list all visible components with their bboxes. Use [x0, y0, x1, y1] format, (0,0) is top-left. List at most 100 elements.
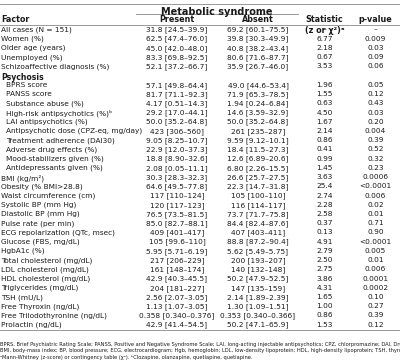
Text: 0.03: 0.03: [367, 45, 384, 51]
Text: 2.56 [2.07–3.05]: 2.56 [2.07–3.05]: [146, 294, 208, 301]
Text: 0.006: 0.006: [365, 266, 386, 272]
Text: 2.14: 2.14: [316, 128, 333, 134]
Text: 1.13 [1.07–3.05]: 1.13 [1.07–3.05]: [146, 303, 208, 310]
Text: Antidepressants given (%): Antidepressants given (%): [6, 165, 102, 171]
Text: Psychosis: Psychosis: [1, 73, 44, 82]
Text: 0.03: 0.03: [367, 110, 384, 115]
Text: <0.0001: <0.0001: [360, 183, 392, 189]
Text: 1.67: 1.67: [316, 119, 333, 125]
Text: Systolic BP (mm Hg): Systolic BP (mm Hg): [1, 202, 76, 208]
Text: 0.01: 0.01: [367, 211, 384, 217]
Text: Treatment adherence (DAI30): Treatment adherence (DAI30): [6, 137, 114, 144]
Text: 2.14 [1.89–2.39]: 2.14 [1.89–2.39]: [227, 294, 289, 301]
Text: 2.79: 2.79: [316, 248, 333, 254]
Text: 147 [135–159]: 147 [135–159]: [231, 285, 285, 291]
Text: 0.0002: 0.0002: [362, 285, 389, 291]
Text: 0.90: 0.90: [367, 229, 384, 236]
Text: 200 [193–207]: 200 [193–207]: [231, 257, 285, 264]
Text: LAI antipsychotics (%): LAI antipsychotics (%): [6, 119, 87, 125]
Text: 40.8 [38.2–43.4]: 40.8 [38.2–43.4]: [227, 45, 289, 52]
Text: 1.65: 1.65: [316, 294, 333, 300]
Text: 88.8 [87.2–90.4]: 88.8 [87.2–90.4]: [227, 238, 289, 245]
Text: 42.9 [41.4–54.5]: 42.9 [41.4–54.5]: [146, 322, 208, 329]
Text: 50.2 [47.1–65.9]: 50.2 [47.1–65.9]: [227, 322, 289, 329]
Text: 116 [114–117]: 116 [114–117]: [231, 202, 285, 208]
Text: BMI (kg/m²): BMI (kg/m²): [1, 174, 44, 182]
Text: 2.58: 2.58: [316, 211, 333, 217]
Text: Triglycerides (mg/dL): Triglycerides (mg/dL): [1, 285, 78, 291]
Text: 105 [100–110]: 105 [100–110]: [231, 192, 285, 199]
Text: 80.6 [71.6–87.7]: 80.6 [71.6–87.7]: [227, 54, 289, 61]
Text: 62.5 [47.4–76.0]: 62.5 [47.4–76.0]: [146, 36, 208, 42]
Text: 0.12: 0.12: [367, 322, 384, 328]
Text: Schizoaffective diagnosis (%): Schizoaffective diagnosis (%): [1, 64, 109, 70]
Text: 6.77: 6.77: [316, 36, 333, 42]
Text: BPRS, Brief Psychiatric Rating Scale; PANSS, Positive and Negative Syndrome Scal: BPRS, Brief Psychiatric Rating Scale; PA…: [0, 342, 400, 347]
Text: TSH (mU/L): TSH (mU/L): [1, 294, 43, 301]
Text: 84.4 [82.4–87.6]: 84.4 [82.4–87.6]: [227, 220, 289, 227]
Text: All cases (N = 151): All cases (N = 151): [1, 26, 72, 33]
Text: 3.53: 3.53: [316, 64, 333, 69]
Text: ᵃMann-Whitney (z-score) or contingency table (χ²). ᵇClozapine, olanzapine, queti: ᵃMann-Whitney (z-score) or contingency t…: [0, 355, 253, 360]
Text: 0.99: 0.99: [316, 156, 333, 162]
Text: 1.53: 1.53: [316, 322, 333, 328]
Text: 4.50: 4.50: [316, 110, 333, 115]
Text: Older age (years): Older age (years): [1, 45, 65, 52]
Text: 0.01: 0.01: [367, 257, 384, 263]
Text: 18.8 [8.90–32.6]: 18.8 [8.90–32.6]: [146, 156, 208, 162]
Text: 0.37: 0.37: [316, 220, 333, 226]
Text: 423 [306–560]: 423 [306–560]: [150, 128, 204, 135]
Text: 217 [206–229]: 217 [206–229]: [150, 257, 204, 264]
Text: 0.358 [0.340–0.376]: 0.358 [0.340–0.376]: [139, 313, 215, 319]
Text: 140 [132–148]: 140 [132–148]: [231, 266, 285, 273]
Text: 76.5 [73.5–81.5]: 76.5 [73.5–81.5]: [146, 211, 208, 218]
Text: 26.6 [25.7–27.5]: 26.6 [25.7–27.5]: [227, 174, 289, 181]
Text: 0.67: 0.67: [316, 54, 333, 60]
Text: Present: Present: [160, 15, 194, 24]
Text: 50.2 [47.9–52.5]: 50.2 [47.9–52.5]: [227, 276, 289, 282]
Text: 85.0 [82.7–88.1]: 85.0 [82.7–88.1]: [146, 220, 208, 227]
Text: High-risk antipsychotics (%)ᵇ: High-risk antipsychotics (%)ᵇ: [6, 110, 112, 117]
Text: 0.20: 0.20: [367, 119, 384, 125]
Text: BPRS score: BPRS score: [6, 82, 47, 88]
Text: 0.41: 0.41: [316, 146, 333, 152]
Text: 18.4 [11.5–27.3]: 18.4 [11.5–27.3]: [227, 146, 289, 153]
Text: 6.80 [2.26–15.5]: 6.80 [2.26–15.5]: [227, 165, 289, 172]
Text: 4.17 [0.51–14.3]: 4.17 [0.51–14.3]: [146, 100, 208, 107]
Text: 2.18: 2.18: [316, 45, 333, 51]
Text: –: –: [374, 26, 378, 33]
Text: 5.62 [5.49–5.75]: 5.62 [5.49–5.75]: [228, 248, 288, 254]
Text: 0.13: 0.13: [316, 229, 333, 236]
Text: 50.0 [35.2–64.8]: 50.0 [35.2–64.8]: [146, 119, 208, 126]
Text: 35.9 [26.7–46.0]: 35.9 [26.7–46.0]: [227, 64, 289, 70]
Text: Total cholesterol (mg/dL): Total cholesterol (mg/dL): [1, 257, 92, 264]
Text: 0.009: 0.009: [365, 36, 386, 42]
Text: 83.3 [69.8–92.5]: 83.3 [69.8–92.5]: [146, 54, 208, 61]
Text: Adverse drug effects (%): Adverse drug effects (%): [6, 146, 97, 153]
Text: 1.30 [1.09–1.51]: 1.30 [1.09–1.51]: [227, 303, 289, 310]
Text: 2.74: 2.74: [316, 192, 333, 199]
Text: 0.0001: 0.0001: [362, 276, 389, 282]
Text: 64.6 [49.5–77.8]: 64.6 [49.5–77.8]: [146, 183, 208, 190]
Text: HDL cholesterol (mg/dL): HDL cholesterol (mg/dL): [1, 276, 90, 282]
Text: 0.32: 0.32: [367, 156, 384, 162]
Text: 5.95 [5.71–6.19]: 5.95 [5.71–6.19]: [146, 248, 208, 254]
Text: 409 [401–417]: 409 [401–417]: [150, 229, 204, 236]
Text: 12.6 [6.89–20.6]: 12.6 [6.89–20.6]: [227, 156, 289, 162]
Text: 2.75: 2.75: [316, 266, 333, 272]
Text: Antipsychotic dose (CPZ-eq, mg/day): Antipsychotic dose (CPZ-eq, mg/day): [6, 128, 142, 134]
Text: 0.27: 0.27: [367, 303, 384, 309]
Text: 42.9 [40.3–45.5]: 42.9 [40.3–45.5]: [146, 276, 208, 282]
Text: 3.86: 3.86: [316, 276, 333, 282]
Text: Diastolic BP (mm Hg): Diastolic BP (mm Hg): [1, 211, 80, 217]
Text: 161 [148–174]: 161 [148–174]: [150, 266, 204, 273]
Text: p-value: p-value: [359, 15, 392, 24]
Text: 0.10: 0.10: [367, 294, 384, 300]
Text: 0.39: 0.39: [367, 313, 384, 318]
Text: Mood-stabilizers given (%): Mood-stabilizers given (%): [6, 156, 104, 162]
Text: 0.71: 0.71: [367, 220, 384, 226]
Text: 0.63: 0.63: [316, 100, 333, 106]
Text: Unemployed (%): Unemployed (%): [1, 54, 62, 61]
Text: 81.7 [71.1–92.3]: 81.7 [71.1–92.3]: [146, 91, 208, 98]
Text: 105 [99.6–110]: 105 [99.6–110]: [148, 238, 206, 245]
